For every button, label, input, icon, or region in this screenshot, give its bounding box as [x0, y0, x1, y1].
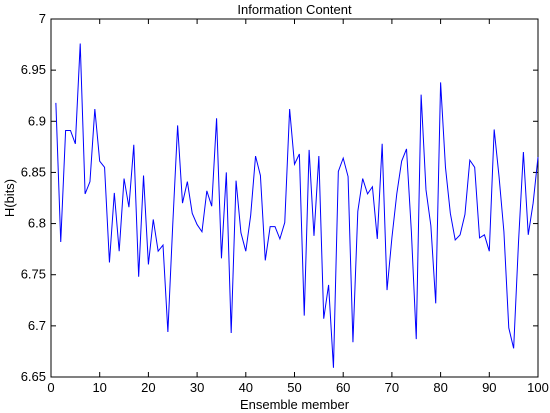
y-tick-label: 6.65	[21, 369, 46, 384]
x-tick-label: 10	[92, 380, 106, 395]
chart-title: Information Content	[237, 2, 352, 17]
y-tick-label: 6.7	[28, 318, 46, 333]
x-tick-label: 30	[190, 380, 204, 395]
x-tick-label: 20	[141, 380, 155, 395]
y-tick-label: 7	[39, 11, 46, 26]
x-tick-label: 70	[385, 380, 399, 395]
x-tick-label: 90	[482, 380, 496, 395]
x-axis: 0 10 20 30 40 50 60 70 80 90 100	[47, 19, 549, 395]
y-tick-label: 6.85	[21, 164, 46, 179]
series-line	[55, 43, 539, 368]
x-tick-label: 40	[239, 380, 253, 395]
y-axis-title: H(bits)	[2, 179, 17, 217]
y-tick-label: 6.75	[21, 267, 46, 282]
x-tick-label: 80	[433, 380, 447, 395]
x-axis-title: Ensemble member	[240, 397, 350, 412]
y-axis: 6.65 6.7 6.75 6.8 6.85 6.9 6.95 7	[21, 11, 538, 384]
y-tick-label: 6.8	[28, 216, 46, 231]
x-tick-label: 50	[287, 380, 301, 395]
y-tick-label: 6.95	[21, 62, 46, 77]
y-tick-label: 6.9	[28, 113, 46, 128]
x-tick-label: 100	[527, 380, 549, 395]
plot-frame	[50, 18, 539, 378]
x-tick-label: 60	[336, 380, 350, 395]
x-tick-label: 0	[47, 380, 54, 395]
